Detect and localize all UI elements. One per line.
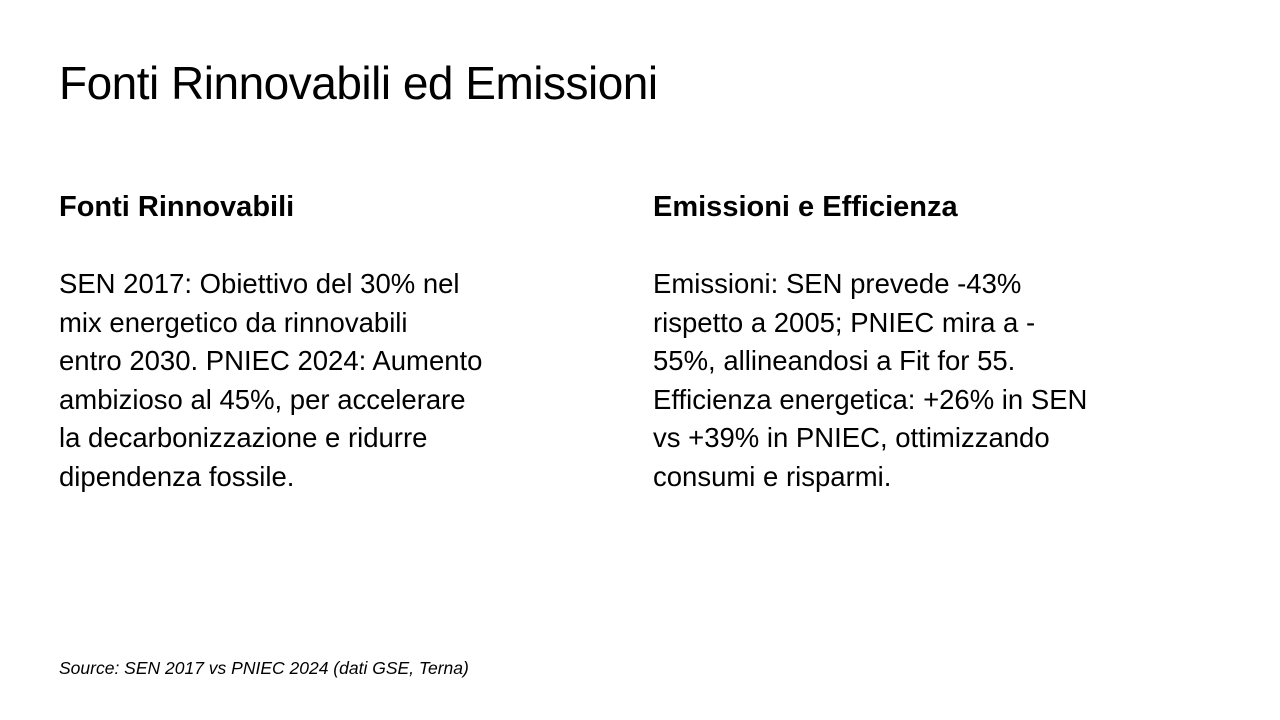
slide-title: Fonti Rinnovabili ed Emissioni <box>59 57 658 109</box>
column-body-fonti-rinnovabili: SEN 2017: Obiettivo del 30% nel mix ener… <box>59 268 483 492</box>
column-emissioni-efficienza: Emissioni e Efficienza Emissioni: SEN pr… <box>653 190 1165 497</box>
column-heading-emissioni-efficienza: Emissioni e Efficienza <box>653 191 958 223</box>
columns-container: Fonti Rinnovabili SEN 2017: Obiettivo de… <box>59 190 1169 497</box>
column-fonti-rinnovabili: Fonti Rinnovabili SEN 2017: Obiettivo de… <box>59 190 571 497</box>
source-note: Source: SEN 2017 vs PNIEC 2024 (dati GSE… <box>59 658 469 678</box>
column-heading-fonti-rinnovabili: Fonti Rinnovabili <box>59 191 295 223</box>
column-body-emissioni-efficienza: Emissioni: SEN prevede -43% rispetto a 2… <box>653 268 1088 492</box>
